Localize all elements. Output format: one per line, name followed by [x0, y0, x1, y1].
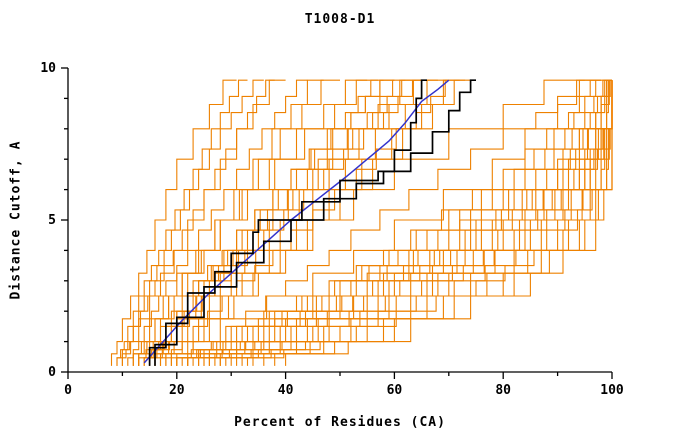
- ensemble-curve: [241, 80, 613, 366]
- ensemble-curve: [170, 79, 602, 366]
- ensemble-curve: [121, 79, 275, 366]
- y-tick-label: 5: [48, 213, 56, 228]
- x-axis-label: Percent of Residues (CA): [234, 415, 446, 430]
- y-tick-labels: 0 5 10: [40, 61, 56, 380]
- ensemble-curve: [165, 79, 596, 366]
- ensemble-curve: [181, 79, 612, 366]
- ticks: [61, 67, 613, 379]
- ensemble-curve: [192, 79, 612, 366]
- ensemble-curve: [187, 79, 612, 366]
- ensemble-curve: [187, 79, 612, 366]
- x-tick-label: 60: [387, 383, 403, 398]
- ensemble-curve: [116, 79, 248, 366]
- ensemble-curve: [176, 79, 585, 366]
- x-tick-label: 20: [169, 383, 185, 398]
- ensemble-curve: [285, 80, 613, 366]
- ensemble-curve: [203, 80, 613, 366]
- highlight-curve: [154, 79, 476, 366]
- ensemble-curve: [274, 80, 613, 366]
- ensemble-curve: [203, 79, 612, 366]
- black-series: [148, 79, 476, 366]
- x-tick-label: 40: [278, 383, 294, 398]
- ensemble-curve: [110, 79, 237, 366]
- ensemble-curve: [132, 79, 324, 366]
- x-tick-label: 100: [600, 383, 624, 398]
- x-tick-label: 0: [64, 383, 72, 398]
- ensemble-curve: [176, 79, 607, 366]
- y-tick-label: 0: [48, 365, 56, 380]
- ensemble-curve: [236, 80, 613, 366]
- y-tick-label: 10: [40, 61, 56, 76]
- ensemble-curve: [246, 80, 613, 366]
- x-tick-labels: 0 20 40 60 80 100: [64, 383, 624, 398]
- x-tick-label: 80: [495, 383, 511, 398]
- chart-title: T1008-D1: [304, 12, 376, 27]
